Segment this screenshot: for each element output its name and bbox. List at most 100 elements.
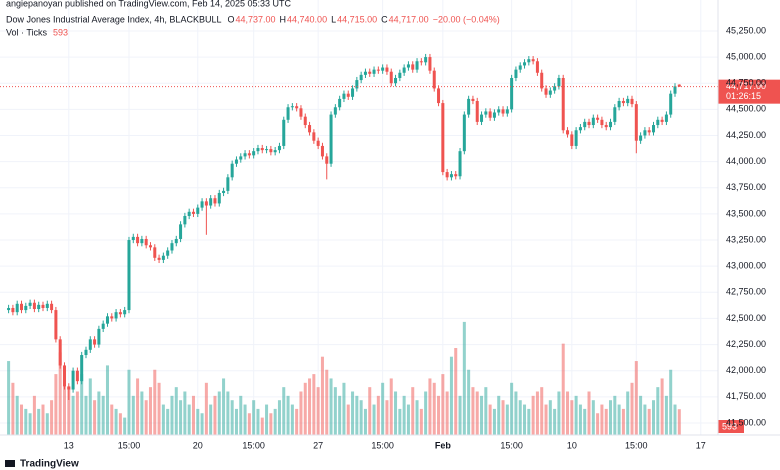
candle-body	[316, 140, 320, 146]
volume-bar	[600, 404, 604, 435]
volume-bar	[84, 395, 88, 435]
candle-body	[273, 150, 277, 153]
volume-bar	[269, 413, 273, 435]
candle-body	[54, 310, 58, 340]
candle-body	[535, 61, 539, 73]
volume-bar	[303, 382, 307, 435]
volume-bar	[523, 404, 527, 435]
volume-bar	[247, 413, 251, 435]
volume-bar	[346, 404, 350, 435]
volume-bar	[419, 408, 423, 435]
candle-body	[75, 370, 79, 382]
candle-body	[626, 98, 630, 104]
candle-body	[484, 111, 488, 115]
volume-bar	[471, 387, 475, 435]
volume-bar	[37, 408, 41, 435]
volume-bar	[88, 378, 92, 435]
candle-body	[183, 215, 187, 225]
candle-body	[462, 114, 466, 152]
volume-bar	[613, 395, 617, 435]
legend-ohlc-key: H	[280, 14, 287, 24]
volume-bar	[157, 382, 161, 435]
candle-body	[114, 312, 118, 319]
candle-body	[325, 156, 329, 164]
volume-bar	[570, 400, 574, 435]
candle-body	[105, 316, 109, 324]
volume-bar	[578, 404, 582, 435]
volume-bar	[424, 391, 428, 435]
candle-body	[88, 339, 92, 350]
candle-body	[441, 103, 445, 173]
candle-body	[127, 240, 131, 311]
candle-body	[110, 316, 114, 319]
legend-ohlc-value: 44,717.00	[389, 14, 429, 24]
candle-body	[604, 125, 608, 128]
candle-body	[93, 339, 97, 345]
volume-bar	[514, 391, 518, 435]
volume-bar	[484, 387, 488, 435]
candle-body	[424, 57, 428, 63]
volume-bar	[441, 374, 445, 435]
candle-body	[84, 349, 88, 356]
candle-body	[372, 69, 376, 74]
volume-bar	[673, 404, 677, 435]
candle-body	[621, 100, 625, 104]
volume-bar	[252, 400, 256, 435]
candle-body	[376, 69, 380, 71]
volume-bar	[28, 413, 32, 435]
candle-body	[290, 106, 294, 108]
candle-body	[355, 80, 359, 89]
candle-body	[600, 119, 604, 126]
candle-body	[617, 100, 621, 108]
candle-body	[419, 61, 423, 63]
candle-body	[196, 207, 200, 214]
y-tick-label: 42,250.00	[726, 339, 766, 349]
volume-bar	[574, 395, 578, 435]
volume-bar	[127, 369, 131, 435]
legend-ohlc-key: O	[227, 14, 234, 24]
volume-bar	[372, 404, 376, 435]
volume-bar	[320, 356, 324, 435]
volume-bar	[222, 378, 226, 435]
volume-bar	[561, 343, 565, 435]
volume-bar	[286, 395, 290, 435]
candle-body	[656, 119, 660, 126]
candle-body	[50, 303, 54, 311]
y-tick-label: 41,500.00	[726, 417, 766, 427]
volume-bar	[411, 387, 415, 435]
volume-bar	[505, 404, 509, 435]
volume-bar	[333, 387, 337, 435]
volume-bar	[170, 395, 174, 435]
volume-legend-value: 593	[53, 27, 68, 37]
y-tick-label: 43,750.00	[726, 182, 766, 192]
volume-bar	[325, 369, 329, 435]
y-tick-label: 43,500.00	[726, 208, 766, 218]
candle-body	[312, 132, 316, 141]
volume-bar	[153, 369, 157, 435]
y-tick-label: 44,000.00	[726, 156, 766, 166]
volume-bar	[656, 387, 660, 435]
volume-bar	[24, 408, 28, 435]
y-tick-label: 43,250.00	[726, 234, 766, 244]
candle-body	[200, 201, 204, 208]
volume-bar	[148, 387, 152, 435]
last-price-box	[718, 79, 780, 104]
candle-body	[179, 224, 183, 239]
volume-bar	[256, 408, 260, 435]
volume-bar	[669, 369, 673, 435]
volume-bar	[67, 387, 71, 435]
volume-bar	[110, 404, 114, 435]
volume-bar	[544, 404, 548, 435]
volume-bar	[351, 391, 355, 435]
candle-body	[7, 307, 11, 311]
y-tick-label: 42,500.00	[726, 313, 766, 323]
volume-bar	[183, 391, 187, 435]
volume-bar	[591, 400, 595, 435]
y-tick-label: 42,750.00	[726, 287, 766, 297]
candle-body	[660, 119, 664, 122]
candle-body	[166, 250, 170, 256]
volume-bar	[19, 404, 24, 435]
volume-bar	[394, 391, 398, 435]
candle-body	[518, 65, 522, 70]
volume-bar	[260, 417, 264, 435]
